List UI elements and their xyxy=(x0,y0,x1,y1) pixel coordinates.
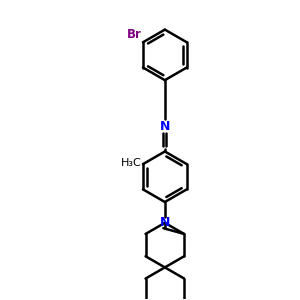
Text: Br: Br xyxy=(127,28,142,41)
Text: N: N xyxy=(160,120,170,133)
Text: N: N xyxy=(160,216,170,229)
Text: H₃C: H₃C xyxy=(121,158,142,168)
